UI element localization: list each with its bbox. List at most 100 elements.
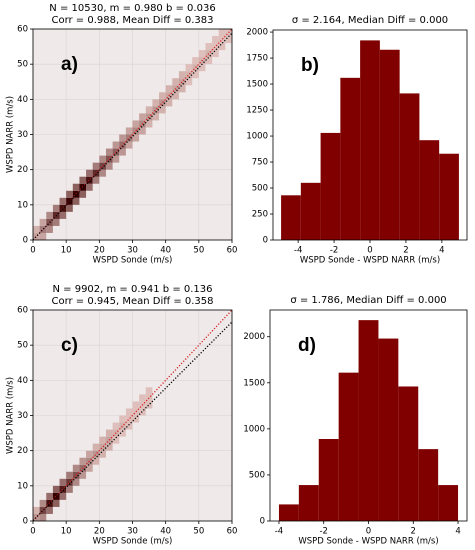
chart-title: N = 9902, m = 0.941 b = 0.136 [52, 284, 212, 295]
heat-cell [192, 57, 199, 65]
heat-cell [59, 204, 67, 212]
x-tick-label: 50 [193, 246, 204, 256]
bar [379, 49, 400, 240]
bar [378, 338, 399, 521]
y-tick-label: 50 [17, 341, 28, 351]
heat-cell [212, 43, 219, 51]
x-tick-label: 10 [61, 246, 72, 256]
heat-cell [59, 211, 67, 219]
heat-cell [46, 225, 53, 233]
heat-cell [105, 162, 113, 170]
panel-label: b) [301, 55, 319, 76]
heat-cell [86, 464, 93, 472]
bar [320, 132, 341, 240]
fit-line [33, 321, 232, 521]
x-tick-label: 4 [455, 527, 460, 537]
heat-cell [86, 183, 93, 191]
heat-cell [119, 148, 126, 156]
x-tick-label: 60 [227, 527, 238, 537]
heat-cell [79, 471, 87, 479]
heat-cell [218, 29, 226, 37]
heat-cell [132, 127, 140, 135]
bar [278, 504, 299, 521]
heat-cell [145, 106, 153, 114]
heat-cell [125, 422, 133, 430]
heat-cell [225, 36, 232, 44]
y-tick-label: 1500 [246, 80, 268, 90]
y-tick-label: 2000 [246, 28, 268, 38]
x-axis-label: WSPD Sonde - WSPD NARR (m/s) [298, 537, 438, 547]
y-tick-label: 20 [17, 446, 28, 456]
heat-cell [99, 162, 106, 170]
x-tick-label: 30 [127, 246, 138, 256]
heat-cell [92, 457, 100, 465]
x-tick-label: 40 [160, 246, 171, 256]
heat-cell [132, 415, 140, 423]
x-tick-label: 4 [439, 246, 444, 256]
heat-cell [52, 499, 60, 507]
x-tick-label: -2 [330, 246, 338, 256]
heat-cell [92, 443, 100, 451]
heat-cell [86, 169, 93, 177]
heat-cell [172, 92, 179, 100]
heat-cell [72, 464, 80, 472]
heat-cell [125, 127, 133, 135]
heat-cell [198, 64, 206, 72]
heat-cell [165, 99, 173, 107]
heat-cell [66, 478, 73, 486]
heat-cell [125, 141, 133, 149]
heat-cell [99, 443, 106, 451]
bar [439, 153, 459, 240]
heat-cell [212, 50, 219, 58]
bar [281, 195, 301, 240]
heat-cell [205, 43, 213, 51]
y-tick-label: 750 [252, 158, 268, 168]
chart-title: σ = 1.786, Median Diff = 0.000 [290, 295, 446, 306]
heat-cell [119, 141, 126, 149]
plot-area [281, 40, 459, 240]
heat-cell [165, 85, 173, 93]
heat-cell [178, 85, 186, 93]
heat-cell [92, 176, 100, 184]
bar [298, 485, 319, 521]
x-tick-label: 30 [127, 527, 138, 537]
heat-cell [33, 232, 40, 240]
heat-cell [46, 492, 53, 500]
heat-cell [112, 141, 120, 149]
x-axis-label: WSPD Sonde (m/s) [93, 256, 173, 266]
y-tick-label: 0 [23, 236, 28, 246]
heat-cell [72, 471, 80, 479]
x-tick-label: 0 [367, 246, 372, 256]
heat-cell [99, 450, 106, 458]
heat-cell [185, 64, 193, 72]
heat-cell [72, 183, 80, 191]
y-tick-label: 60 [17, 306, 28, 316]
panel: 0 10 20 30 40 50 60 0 10 20 30 40 50 60 N = 10530, m =… [6, 3, 238, 266]
x-tick-label: -2 [319, 527, 327, 537]
bar [399, 93, 420, 240]
bar [318, 438, 339, 521]
bar [340, 77, 361, 240]
heat-cell [212, 36, 219, 44]
panel: -4 -2 0 2 4 0 250 500 750 1000 1250 1500 1750 2000 σ =… [246, 15, 468, 266]
x-tick-label: 40 [160, 527, 171, 537]
bar [360, 40, 380, 240]
chart-title: Corr = 0.945, Mean Diff = 0.358 [51, 296, 213, 307]
heat-cell [152, 99, 160, 107]
heat-cell [125, 134, 133, 142]
heat-cell [132, 401, 140, 409]
heat-cell [99, 169, 106, 177]
plot-frame [272, 29, 468, 241]
y-tick-label: 500 [249, 470, 265, 480]
x-tick-label: 20 [94, 527, 105, 537]
heat-cell [145, 387, 153, 395]
plot-area [278, 320, 459, 521]
bar [358, 320, 379, 521]
heat-cell [112, 155, 120, 163]
bar [398, 386, 419, 521]
heat-cell [52, 218, 60, 226]
heat-cell [33, 506, 40, 514]
bar [419, 140, 440, 240]
heat-cell [52, 204, 60, 212]
heat-cell [66, 197, 73, 205]
